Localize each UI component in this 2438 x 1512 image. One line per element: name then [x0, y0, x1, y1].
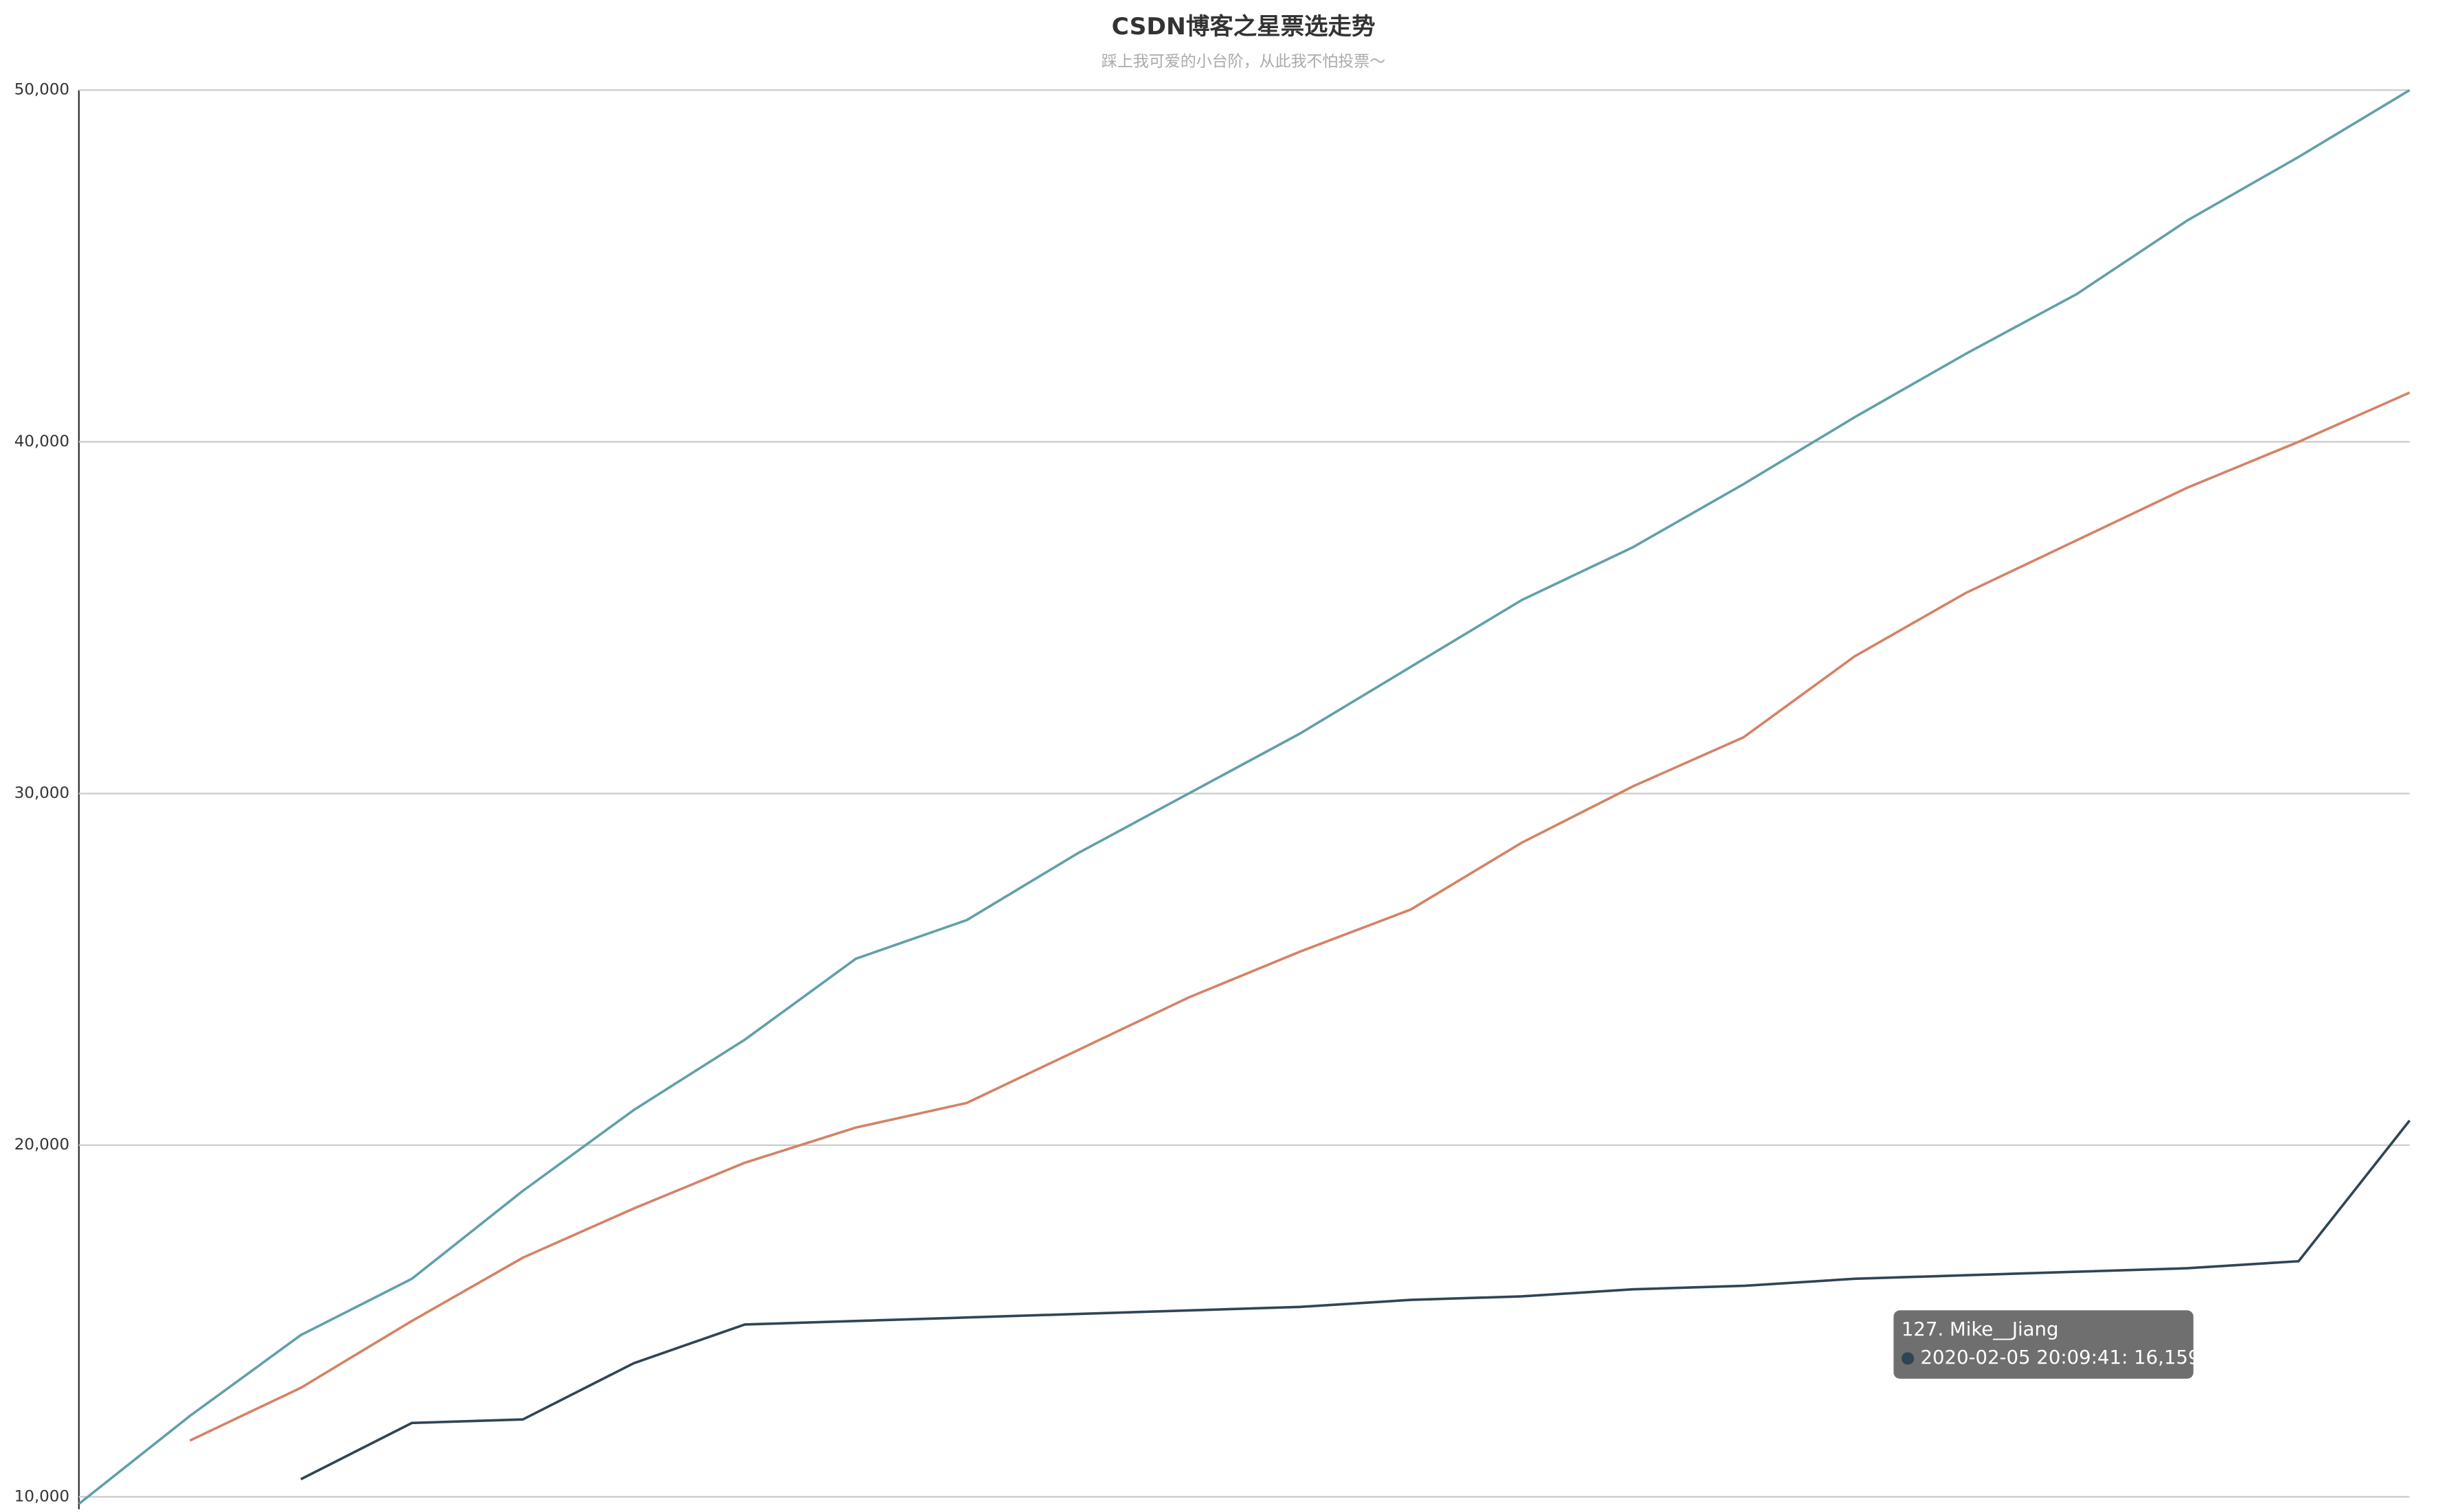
chart-title: CSDN博客之星票选走势: [1112, 13, 1376, 41]
tooltip-dot: [1901, 1352, 1915, 1365]
tooltip-box: [1893, 1310, 2194, 1379]
y-tick-label: 20,000: [14, 1136, 69, 1154]
tooltip: 127. Mike__Jiang 2020-02-05 20:09:41: 16,…: [1893, 1310, 2200, 1379]
y-tick-label: 10,000: [14, 1487, 69, 1505]
tooltip-title: 127. Mike__Jiang: [1902, 1319, 2059, 1340]
series-line: [300, 1119, 2411, 1480]
y-tick-label: 40,000: [14, 433, 69, 450]
tooltip-line: 2020-02-05 20:09:41: 16,159: [1920, 1347, 2200, 1368]
y-tick-label: 50,000: [14, 81, 69, 99]
chart-subtitle: 踩上我可爱的小台阶，从此我不怕投票～: [1102, 53, 1385, 71]
y-tick-label: 30,000: [14, 784, 69, 802]
series-line: [78, 89, 2411, 1505]
series-line: [189, 391, 2411, 1442]
